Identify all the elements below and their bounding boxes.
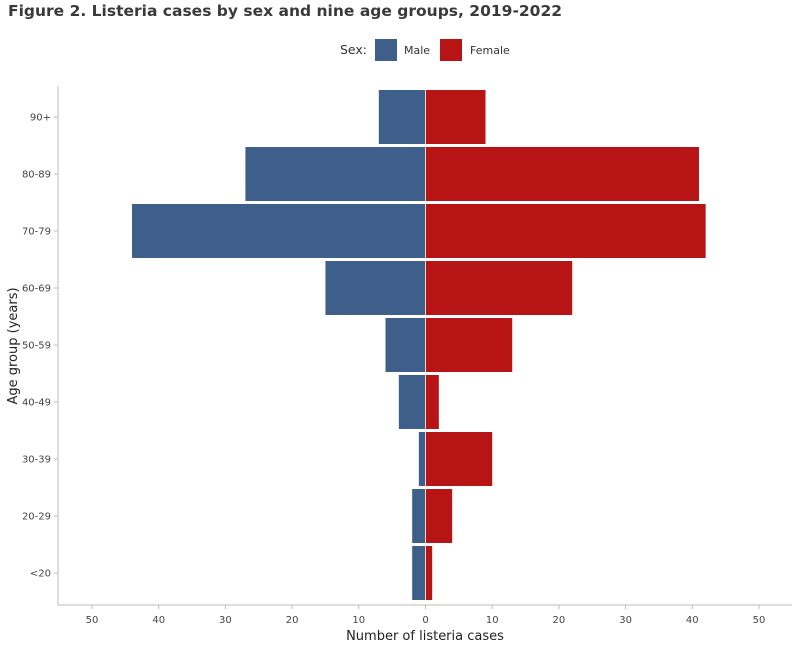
legend: Sex: Male Female [340,39,510,61]
bar-male-30-39 [418,432,426,486]
y-tick-label: <20 [30,569,51,580]
x-tick-label: 50 [753,615,766,626]
y-tick-label: 70-79 [22,227,51,238]
bar-female-40-49 [425,375,439,429]
x-tick-label: 10 [486,615,499,626]
y-tick-label: 90+ [30,113,51,124]
bar-male-80-89 [245,147,426,201]
x-tick-label: 10 [352,615,365,626]
bar-male-20-29 [412,489,426,543]
bar-female-50-59 [425,318,513,372]
x-axis-title: Number of listeria cases [346,629,504,644]
legend-swatch-female [440,39,462,61]
y-tick-label: 60-69 [22,284,51,295]
y-axis-title: Age group (years) [6,287,21,404]
y-tick-label: 40-49 [22,398,51,409]
bar-male-70-79 [132,204,426,258]
x-tick-label: 40 [152,615,165,626]
y-tick-label: 20-29 [22,512,51,523]
bars [132,90,706,603]
x-tick-label: 30 [219,615,232,626]
legend-label-female: Female [470,44,510,57]
y-tick-label: 80-89 [22,170,51,181]
bar-female-70-79 [425,204,706,258]
bar-female-60-69 [425,261,573,315]
x-tick-label: 40 [686,615,699,626]
bar-male-60-69 [325,261,426,315]
bar-female-20-29 [425,489,453,543]
legend-label-male: Male [404,44,430,57]
y-tick-label: 30-39 [22,455,51,466]
bar-male-50-59 [385,318,426,372]
chart-title: Figure 2. Listeria cases by sex and nine… [8,2,563,20]
bar-female-30-39 [425,432,493,486]
x-tick-label: 50 [86,615,99,626]
x-tick-label: 30 [619,615,632,626]
x-tick-label: 0 [422,615,428,626]
x-tick-label: 20 [286,615,299,626]
bar-male-40-49 [398,375,426,429]
bar-female-90 [425,90,486,144]
bar-female-80-89 [425,147,699,201]
legend-swatch-male [375,39,397,61]
legend-title: Sex: [340,42,367,57]
axes: 50 40 30 20 10 0 10 20 30 40 50 <20 20-29 30-39 40-49 5… [22,86,792,626]
bar-male-20 [412,546,426,600]
bar-female-20 [425,546,433,600]
y-tick-label: 50-59 [22,341,51,352]
bar-male-90 [378,90,426,144]
x-tick-label: 20 [553,615,566,626]
